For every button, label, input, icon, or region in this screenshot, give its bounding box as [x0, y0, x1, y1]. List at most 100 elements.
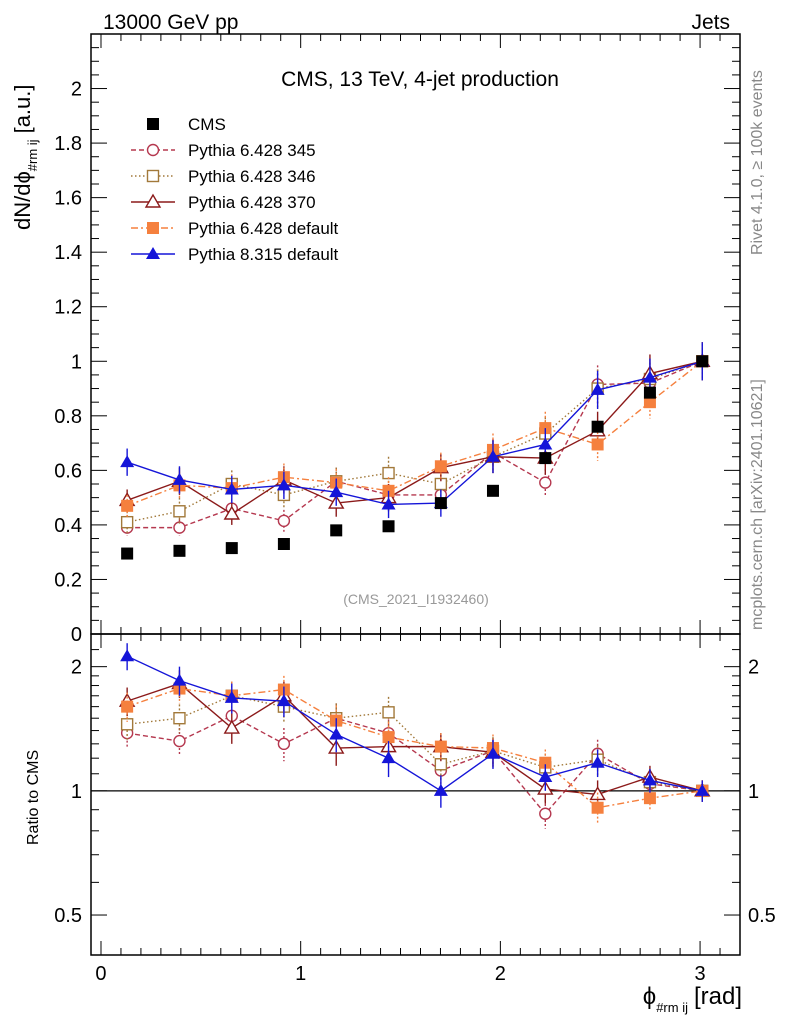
y-axis-label-main: dN/dϕ#rm ij [a.u.]	[10, 85, 40, 231]
y-tick-label-main: 0	[71, 624, 82, 646]
series-marker-main-1	[539, 476, 552, 489]
y-label-main-unit: [a.u.]	[10, 85, 35, 134]
series-line-main-1	[127, 360, 703, 529]
y-label-main-symbol: dN/dϕ	[10, 171, 35, 230]
series-line-main-5	[126, 360, 703, 506]
series-marker-main-2	[120, 515, 134, 529]
series-marker-main-4	[121, 499, 134, 512]
series-marker-ratio-5	[642, 773, 657, 786]
y-tick-label-main: 0.2	[54, 569, 82, 591]
header-left: 13000 GeV pp	[103, 11, 238, 34]
axes-layer: 0 1 2 3 0 0.2 0.4 0.6 0.8 1 1.2 1.4 1.6 1.8 2 0.5 0.5 1 1 2…	[54, 33, 776, 985]
series-marker-ratio-4	[539, 756, 552, 769]
series-marker-main-5	[485, 449, 500, 462]
series-marker-main-1	[277, 514, 291, 528]
series-marker-main-0	[330, 524, 343, 537]
rivet-label: Rivet 4.1.0, ≥ 100k events	[749, 70, 766, 255]
series-marker-main-3	[223, 505, 241, 520]
y-tick-label-main: 1.8	[54, 133, 82, 155]
series-line-ratio-5	[126, 655, 703, 792]
series-marker-main-0	[434, 497, 447, 510]
series-line-main-4	[126, 360, 703, 507]
y-tick-label-ratio: 2	[71, 657, 82, 679]
legend-label: Pythia 6.428 346	[188, 167, 316, 186]
series-marker-main-0	[696, 355, 709, 368]
series-marker-ratio-3	[223, 719, 241, 734]
chart-watermark: (CMS_2021_I1932460)	[343, 591, 489, 607]
y-tick-label-ratio: 0.5	[54, 905, 82, 927]
legend-marker	[146, 169, 160, 183]
series-layer	[118, 342, 711, 829]
legend-marker	[144, 193, 162, 208]
y-tick-label-ratio: 1	[71, 781, 82, 803]
series-marker-ratio-4	[591, 801, 604, 814]
series-line-ratio-2	[127, 695, 703, 792]
legend-label: Pythia 6.428 370	[188, 193, 316, 212]
series-marker-main-5	[276, 478, 291, 491]
series-line-main-2	[127, 360, 703, 523]
series-line-main-3	[126, 360, 703, 515]
legend-label: Pythia 6.428 default	[188, 219, 339, 238]
series-marker-ratio-1	[277, 737, 291, 751]
legend-marker	[147, 222, 159, 234]
series-marker-main-0	[121, 547, 134, 560]
legend-label: Pythia 6.428 345	[188, 141, 316, 160]
series-marker-ratio-5	[329, 727, 344, 740]
series-marker-ratio-5	[276, 694, 291, 707]
series-marker-ratio-5	[695, 783, 710, 796]
series-marker-main-0	[225, 542, 238, 555]
x-tick-label: 0	[95, 963, 106, 985]
series-marker-main-0	[277, 538, 290, 550]
y-tick-label-main: 0.8	[54, 406, 82, 428]
legend-label: Pythia 8.315 default	[188, 245, 339, 264]
series-marker-main-4	[434, 460, 447, 473]
chart-title: CMS, 13 TeV, 4-jet production	[281, 68, 559, 91]
y-tick-label-ratio-right: 0.5	[748, 905, 776, 927]
series-marker-ratio-4	[121, 700, 134, 713]
series-marker-ratio-1	[539, 807, 552, 820]
series-marker-ratio-4	[643, 792, 656, 805]
series-marker-ratio-5	[433, 783, 448, 796]
series-marker-ratio-2	[173, 712, 186, 725]
series-marker-main-0	[643, 386, 656, 399]
x-label-unit: [rad]	[694, 983, 742, 1010]
series-marker-main-1	[173, 521, 186, 534]
series-marker-ratio-5	[590, 755, 605, 768]
x-tick-label: 3	[694, 963, 705, 985]
y-tick-label-main: 1	[71, 351, 82, 373]
series-marker-ratio-4	[382, 731, 395, 744]
y-axis-label-ratio: Ratio to CMS	[25, 750, 42, 845]
x-tick-label: 1	[295, 963, 306, 985]
series-marker-main-5	[224, 482, 239, 495]
series-marker-ratio-5	[120, 649, 135, 662]
ratio-panel-frame	[90, 633, 741, 956]
series-marker-main-4	[591, 438, 604, 451]
series-marker-main-0	[382, 520, 395, 533]
series-marker-ratio-5	[485, 746, 500, 759]
series-marker-main-5	[538, 437, 553, 450]
series-marker-main-5	[172, 472, 187, 485]
x-axis-label: ϕ#rm ij [rad]	[643, 983, 742, 1015]
series-marker-main-0	[486, 484, 499, 497]
series-marker-main-5	[329, 485, 344, 498]
legend-layer: CMS Pythia 6.428 345 Pythia 6.428 346 Pythi…	[131, 115, 339, 264]
series-marker-main-5	[590, 382, 605, 395]
legend-marker	[147, 118, 159, 130]
x-tick-label: 2	[495, 963, 506, 985]
series-marker-main-5	[642, 370, 657, 383]
series-marker-main-5	[381, 497, 396, 510]
series-line-ratio-4	[126, 687, 703, 809]
series-marker-ratio-5	[538, 770, 553, 783]
series-marker-ratio-4	[434, 740, 447, 753]
x-label-sub: #rm ij	[656, 1000, 688, 1015]
series-marker-main-4	[643, 396, 656, 409]
series-marker-main-2	[382, 466, 395, 480]
series-marker-ratio-2	[382, 706, 395, 719]
y-tick-label-main: 0.6	[54, 460, 82, 482]
series-marker-main-0	[539, 452, 552, 465]
x-label-symbol: ϕ	[643, 983, 656, 1010]
y-label-main-sub: #rm ij	[25, 139, 40, 171]
y-tick-label-ratio-right: 2	[748, 657, 759, 679]
series-line-ratio-1	[127, 715, 703, 815]
legend-marker	[146, 143, 160, 157]
